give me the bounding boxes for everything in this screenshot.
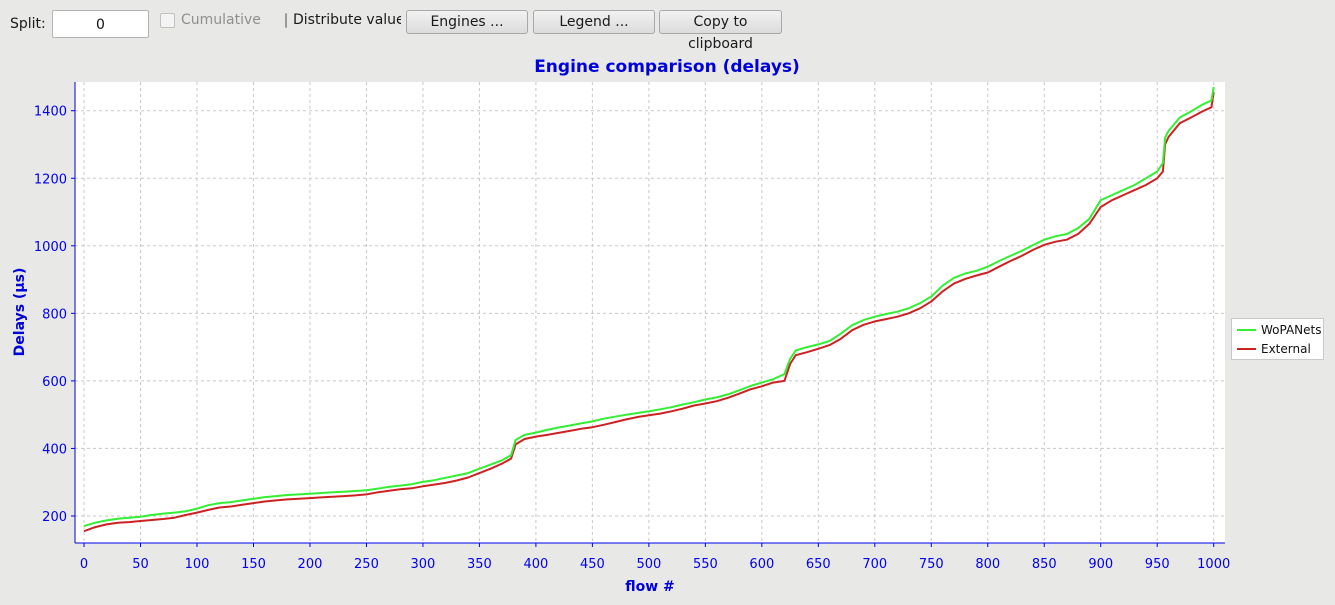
x-tick-label: 850 — [1032, 557, 1057, 572]
y-tick-label: 600 — [42, 375, 67, 390]
y-tick-label: 1200 — [34, 172, 67, 187]
x-tick-label: 450 — [580, 557, 605, 572]
x-tick-label: 300 — [411, 557, 436, 572]
chart-title: Engine comparison (delays) — [534, 57, 800, 77]
chart-area: Engine comparison (delays) 0 50 100 150 200 2… — [12, 57, 1230, 595]
cumulative-checkbox[interactable]: Cumulative — [160, 11, 261, 29]
x-tick-label: 700 — [862, 557, 887, 572]
x-tick-label: 550 — [693, 557, 718, 572]
x-ticks: 0 50 100 150 200 250 300 350 400 450 500 550 600 650 7… — [80, 543, 1230, 572]
x-tick-label: 500 — [636, 557, 661, 572]
x-axis-label: flow # — [625, 579, 675, 595]
cumulative-checkbox-box[interactable] — [160, 12, 175, 28]
legend-swatch-wopanets — [1237, 329, 1256, 331]
series-line-external — [83, 91, 1215, 533]
distribute-values-label: Distribute values — [293, 12, 401, 28]
x-tick-label: 50 — [132, 557, 149, 572]
x-tick-label: 250 — [354, 557, 379, 572]
x-tick-label: 1000 — [1197, 557, 1230, 572]
y-tick-label: 200 — [42, 510, 67, 525]
x-tick-label: 400 — [523, 557, 548, 572]
distribute-values-checkbox[interactable]: Distribute values — [285, 11, 401, 29]
legend-button[interactable]: Legend ... — [533, 10, 655, 34]
split-label: Split: — [10, 16, 46, 32]
x-tick-label: 200 — [298, 557, 323, 572]
x-tick-label: 900 — [1088, 557, 1113, 572]
toolbar: Split: 0 Cumulative Distribute values En… — [0, 0, 1335, 52]
legend-item-external: External — [1237, 340, 1311, 358]
series-line-wopanets — [83, 86, 1215, 528]
x-tick-label: 650 — [806, 557, 831, 572]
y-tick-label: 400 — [42, 442, 67, 457]
x-tick-label: 150 — [241, 557, 266, 572]
y-tick-label: 800 — [42, 307, 67, 322]
y-axis-label: Delays (µs) — [12, 268, 28, 357]
legend-swatch-external — [1237, 348, 1256, 350]
x-tick-label: 350 — [467, 557, 492, 572]
x-tick-label: 950 — [1145, 557, 1170, 572]
y-ticks: 200 400 600 800 1000 1200 1400 — [34, 105, 75, 525]
y-tick-label: 1400 — [34, 105, 67, 120]
copy-to-clipboard-button[interactable]: Copy to clipboard — [659, 10, 782, 52]
engines-button[interactable]: Engines ... — [406, 10, 528, 34]
legend-label-external: External — [1261, 342, 1311, 356]
x-tick-label: 100 — [185, 557, 210, 572]
plot-background — [75, 82, 1225, 543]
x-tick-label: 750 — [919, 557, 944, 572]
legend-label-wopanets: WoPANets — [1261, 323, 1322, 337]
legend-item-wopanets: WoPANets — [1237, 321, 1322, 339]
legend: WoPANets External — [1231, 318, 1324, 360]
grid — [75, 82, 1225, 543]
series-layer — [83, 86, 1215, 533]
cumulative-label: Cumulative — [181, 12, 261, 28]
x-tick-label: 600 — [749, 557, 774, 572]
y-tick-label: 1000 — [34, 240, 67, 255]
x-tick-label: 800 — [975, 557, 1000, 572]
split-input[interactable]: 0 — [52, 10, 149, 38]
x-tick-label: 0 — [80, 557, 88, 572]
distribute-values-checkbox-box[interactable] — [285, 12, 287, 28]
